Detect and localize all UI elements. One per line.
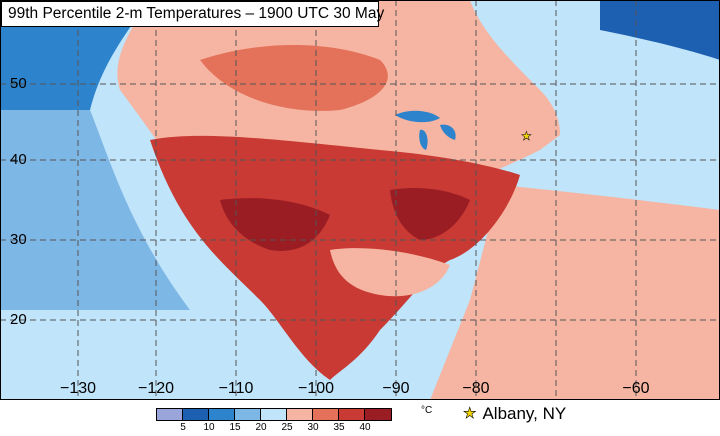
cold-ocean-northeast: [600, 0, 720, 60]
colorbar-swatch: [365, 409, 391, 420]
colorbar-tick-5: 5: [180, 422, 186, 433]
land-hot-north: [200, 45, 388, 111]
star-icon: ★: [463, 405, 477, 423]
lon-label-90: −90: [382, 380, 410, 397]
lake-michigan: [419, 129, 428, 150]
graticule: [0, 0, 720, 400]
cold-ocean-northwest: [0, 0, 150, 110]
colorbar-tick-15: 15: [229, 422, 241, 433]
lake-superior: [395, 110, 440, 123]
lon-label-110: −110: [218, 380, 254, 397]
lat-label-20: 20: [10, 311, 27, 328]
cool-ocean-west: [0, 110, 190, 310]
colorbar-swatch: [157, 409, 183, 420]
colorbar-swatch: [339, 409, 365, 420]
lon-label-80: −80: [462, 380, 490, 397]
temperature-map: ★ 99th Percentile 2-m Temperatures – 190…: [0, 0, 720, 400]
colorbar-swatch: [235, 409, 261, 420]
lat-label-40: 40: [10, 151, 27, 168]
albany-marker: ★: [521, 129, 532, 143]
colorbar-tick-30: 30: [307, 422, 319, 433]
legend-label: Albany, NY: [482, 404, 567, 423]
lon-label-120: −120: [137, 380, 175, 397]
atlantic-cool-band: [540, 130, 720, 205]
land-hottest-zone-east: [390, 188, 470, 240]
map-title: 99th Percentile 2-m Temperatures – 1900 …: [1, 1, 384, 27]
lake-huron: [440, 124, 456, 140]
lat-label-30: 30: [10, 231, 27, 248]
lat-label-50: 50: [10, 75, 27, 92]
colorbar-tick-20: 20: [255, 422, 267, 433]
land-hottest-zone: [220, 198, 330, 251]
colorbar-swatch: [287, 409, 313, 420]
colorbar-tick-40: 40: [359, 422, 371, 433]
lon-label-60: −60: [622, 380, 650, 397]
pacific-south: [0, 310, 280, 400]
colorbar-swatch: [313, 409, 339, 420]
colorbar-swatch: [261, 409, 287, 420]
colorbar: [156, 408, 392, 421]
legend: ★ Albany, NY: [463, 404, 567, 424]
colorbar-swatch: [209, 409, 235, 420]
colorbar-tick-35: 35: [333, 422, 345, 433]
lon-label-130: −130: [59, 380, 97, 397]
gulf-of-mexico: [330, 248, 450, 297]
colorbar-tick-10: 10: [203, 422, 215, 433]
colorbar-swatch: [183, 409, 209, 420]
lon-label-100: −100: [297, 380, 335, 397]
colorbar-unit: °C: [421, 405, 433, 416]
colorbar-tick-25: 25: [281, 422, 293, 433]
warm-ocean-south: [430, 185, 720, 400]
map-canvas: ★: [0, 0, 720, 400]
